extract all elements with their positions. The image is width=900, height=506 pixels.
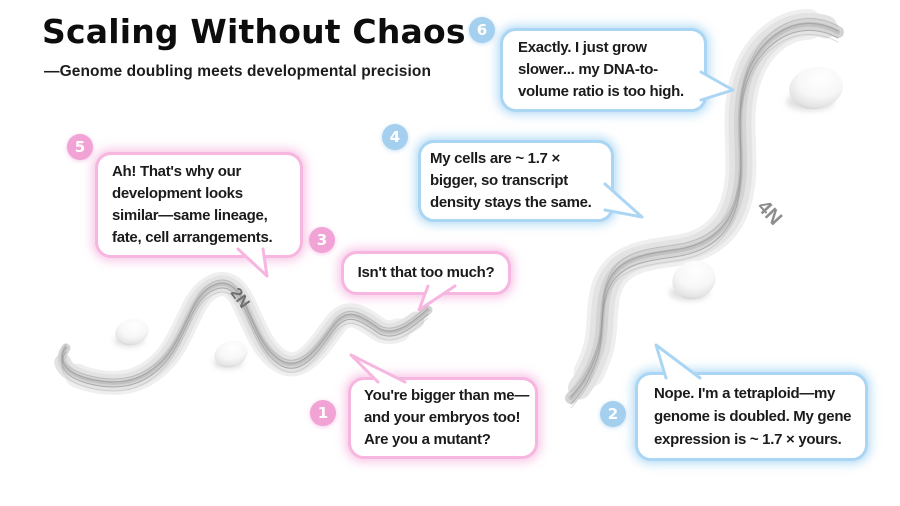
egg-small-left xyxy=(114,318,149,347)
bubble-line: Nope. I'm a tetraploid—my xyxy=(654,385,836,402)
bubble-line: similar—same lineage, xyxy=(112,207,268,224)
bubble-line: volume ratio is too high. xyxy=(518,83,684,100)
bubble-line: You're bigger than me— xyxy=(364,387,530,404)
bubble-line: development looks xyxy=(112,185,243,202)
bubble-line: and your embryos too! xyxy=(364,409,521,426)
bubble-line: My cells are ~ 1.7 × xyxy=(430,150,560,167)
bubble-line: genome is doubled. My gene xyxy=(654,408,852,425)
bubble-line: Exactly. I just grow xyxy=(518,39,647,56)
page-title: Scaling Without Chaos xyxy=(42,12,466,51)
speech-bubble-4: My cells are ~ 1.7 × bigger, so transcri… xyxy=(418,140,614,222)
step-badge-2: 2 xyxy=(600,401,626,427)
speech-bubble-1: You're bigger than me— and your embryos … xyxy=(348,377,538,459)
speech-bubble-3: Isn't that too much? xyxy=(341,251,511,295)
page-subtitle: —Genome doubling meets developmental pre… xyxy=(44,63,432,80)
step-badge-6: 6 xyxy=(469,17,495,43)
step-badge-1: 1 xyxy=(310,400,336,426)
bubble-line: density stays the same. xyxy=(430,194,592,211)
speech-bubble-5: Ah! That's why our development looks sim… xyxy=(95,152,303,258)
step-badge-3: 3 xyxy=(309,227,335,253)
bubble-line: fate, cell arrangements. xyxy=(112,229,273,246)
speech-bubble-6: Exactly. I just grow slower... my DNA-to… xyxy=(500,28,707,112)
egg-large-bottom xyxy=(669,260,716,301)
bubble-line: expression is ~ 1.7 × yours. xyxy=(654,431,842,448)
worm-4n-label: 4N xyxy=(753,196,787,230)
step-badge-4: 4 xyxy=(382,124,408,150)
step-badge-5: 5 xyxy=(67,134,93,160)
bubble-line: bigger, so transcript xyxy=(430,172,568,189)
egg-large-top xyxy=(786,66,843,111)
bubble-line: Ah! That's why our xyxy=(112,163,241,180)
bubble-line: Isn't that too much? xyxy=(357,264,495,281)
bubble-line: slower... my DNA-to- xyxy=(518,61,658,78)
egg-small-right xyxy=(213,340,248,369)
speech-bubble-2: Nope. I'm a tetraploid—my genome is doub… xyxy=(635,372,868,461)
bubble-line: Are you a mutant? xyxy=(364,431,491,448)
